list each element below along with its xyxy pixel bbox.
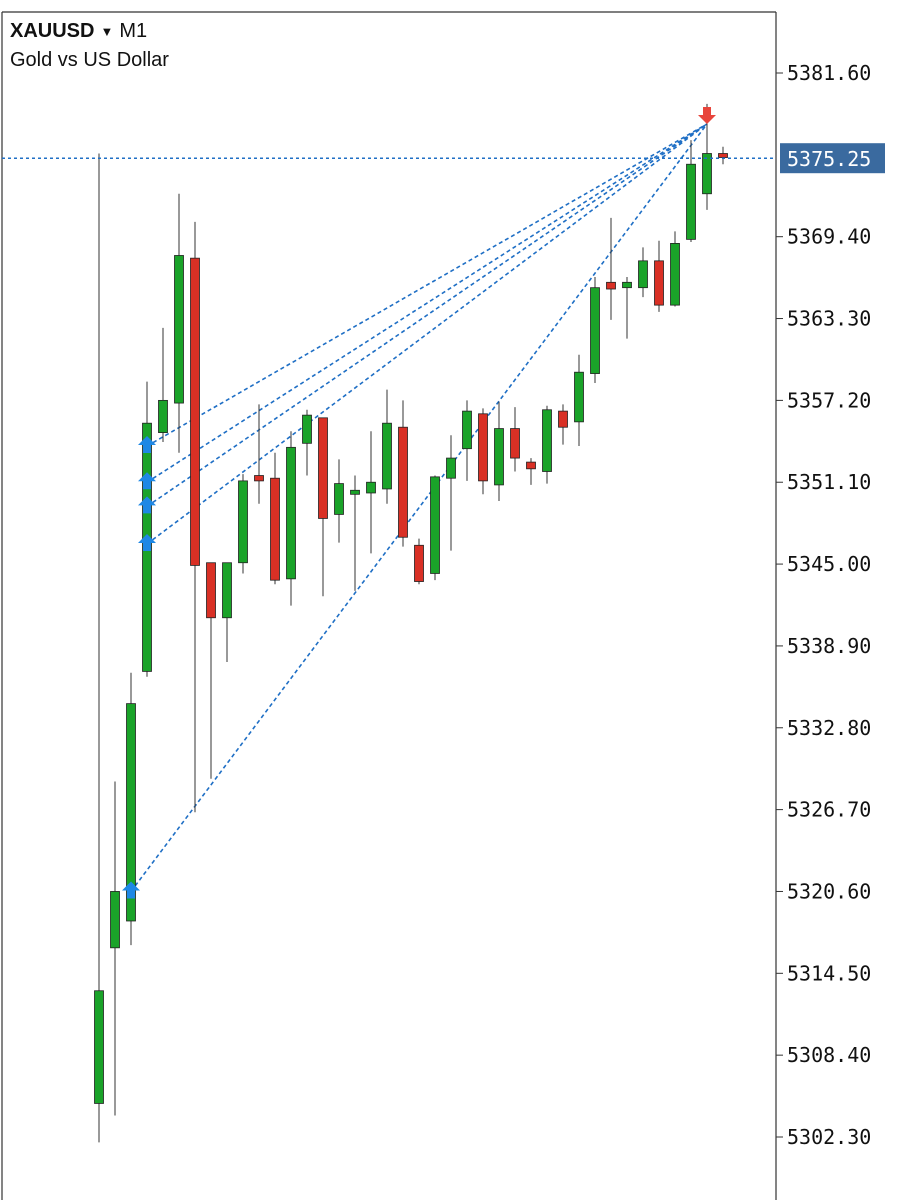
candle-body[interactable] xyxy=(334,483,344,515)
candle-body[interactable] xyxy=(398,426,408,538)
price-tick-label: 5369.40 xyxy=(787,225,871,249)
signal-connector-line xyxy=(146,123,708,508)
price-tick-label: 5308.40 xyxy=(787,1043,871,1067)
price-tick-label: 5357.20 xyxy=(787,388,871,412)
candle-body[interactable] xyxy=(302,414,312,444)
candle-body[interactable] xyxy=(510,428,520,459)
price-tick-label: 5320.60 xyxy=(787,879,871,903)
price-tick-label: 5363.30 xyxy=(787,307,871,331)
candle-body[interactable] xyxy=(158,399,168,433)
current-price-badge xyxy=(780,143,885,174)
candle-body[interactable] xyxy=(382,422,392,490)
signal-connector-line xyxy=(146,123,708,483)
candle-body[interactable] xyxy=(670,243,680,306)
candle-body[interactable] xyxy=(286,446,296,580)
candle-body[interactable] xyxy=(446,457,456,479)
symbol-name[interactable]: XAUUSD xyxy=(10,20,95,42)
candle-body[interactable] xyxy=(254,475,264,482)
price-tick-label: 5338.90 xyxy=(787,634,871,658)
candle-body[interactable] xyxy=(702,153,712,195)
candle-body[interactable] xyxy=(270,477,280,581)
candle-body[interactable] xyxy=(414,544,424,582)
candle-body[interactable] xyxy=(574,371,584,423)
price-tick-label: 5326.70 xyxy=(787,798,871,822)
candle-body[interactable] xyxy=(190,257,200,566)
chart-header: XAUUSD ▼ M1 Gold vs US Dollar xyxy=(10,20,169,72)
candle-body[interactable] xyxy=(238,480,248,564)
candle-body[interactable] xyxy=(110,891,120,949)
candle-body[interactable] xyxy=(174,255,184,404)
candle-body[interactable] xyxy=(478,413,488,482)
current-price-label: 5375.25 xyxy=(787,147,871,171)
candle-body[interactable] xyxy=(638,260,648,289)
sell-arrow-icon xyxy=(698,106,716,124)
signal-connector-line xyxy=(146,123,708,447)
candle-body[interactable] xyxy=(590,287,600,374)
timeframe-label[interactable]: M1 xyxy=(119,20,148,42)
candle-body[interactable] xyxy=(686,163,696,240)
price-tick-label: 5302.30 xyxy=(787,1125,871,1149)
candle-body[interactable] xyxy=(94,990,104,1104)
candle-body[interactable] xyxy=(126,703,136,922)
price-tick-label: 5351.10 xyxy=(787,470,871,494)
symbol-selector[interactable]: XAUUSD ▼ M1 xyxy=(10,20,169,43)
candle-body[interactable] xyxy=(526,461,536,470)
candle-body[interactable] xyxy=(622,281,632,289)
buy-arrow-icon xyxy=(122,881,140,899)
buy-arrow-icon xyxy=(138,533,156,551)
price-tick-label: 5314.50 xyxy=(787,961,871,985)
caret-down-icon[interactable]: ▼ xyxy=(100,24,114,39)
price-tick-label: 5332.80 xyxy=(787,716,871,740)
candle-body[interactable] xyxy=(542,409,552,472)
candle-body[interactable] xyxy=(654,260,664,306)
candle-body[interactable] xyxy=(430,476,440,574)
symbol-description: Gold vs US Dollar xyxy=(10,49,169,71)
price-tick-label: 5345.00 xyxy=(787,552,871,576)
price-tick-label: 5381.60 xyxy=(787,61,871,85)
candle-body[interactable] xyxy=(718,153,728,158)
buy-arrow-icon xyxy=(138,472,156,490)
candle-body[interactable] xyxy=(222,562,232,619)
buy-arrow-icon xyxy=(138,436,156,454)
candle-body[interactable] xyxy=(366,481,376,494)
candle-body[interactable] xyxy=(606,281,616,290)
candle-body[interactable] xyxy=(318,417,328,519)
candle-body[interactable] xyxy=(350,489,360,495)
candle-body[interactable] xyxy=(558,410,568,428)
signal-connector-line xyxy=(130,123,708,892)
candle-body[interactable] xyxy=(206,562,216,619)
candle-body[interactable] xyxy=(494,428,504,486)
signal-connector-line xyxy=(146,123,708,545)
buy-arrow-icon xyxy=(138,496,156,514)
candle-body[interactable] xyxy=(462,410,472,450)
